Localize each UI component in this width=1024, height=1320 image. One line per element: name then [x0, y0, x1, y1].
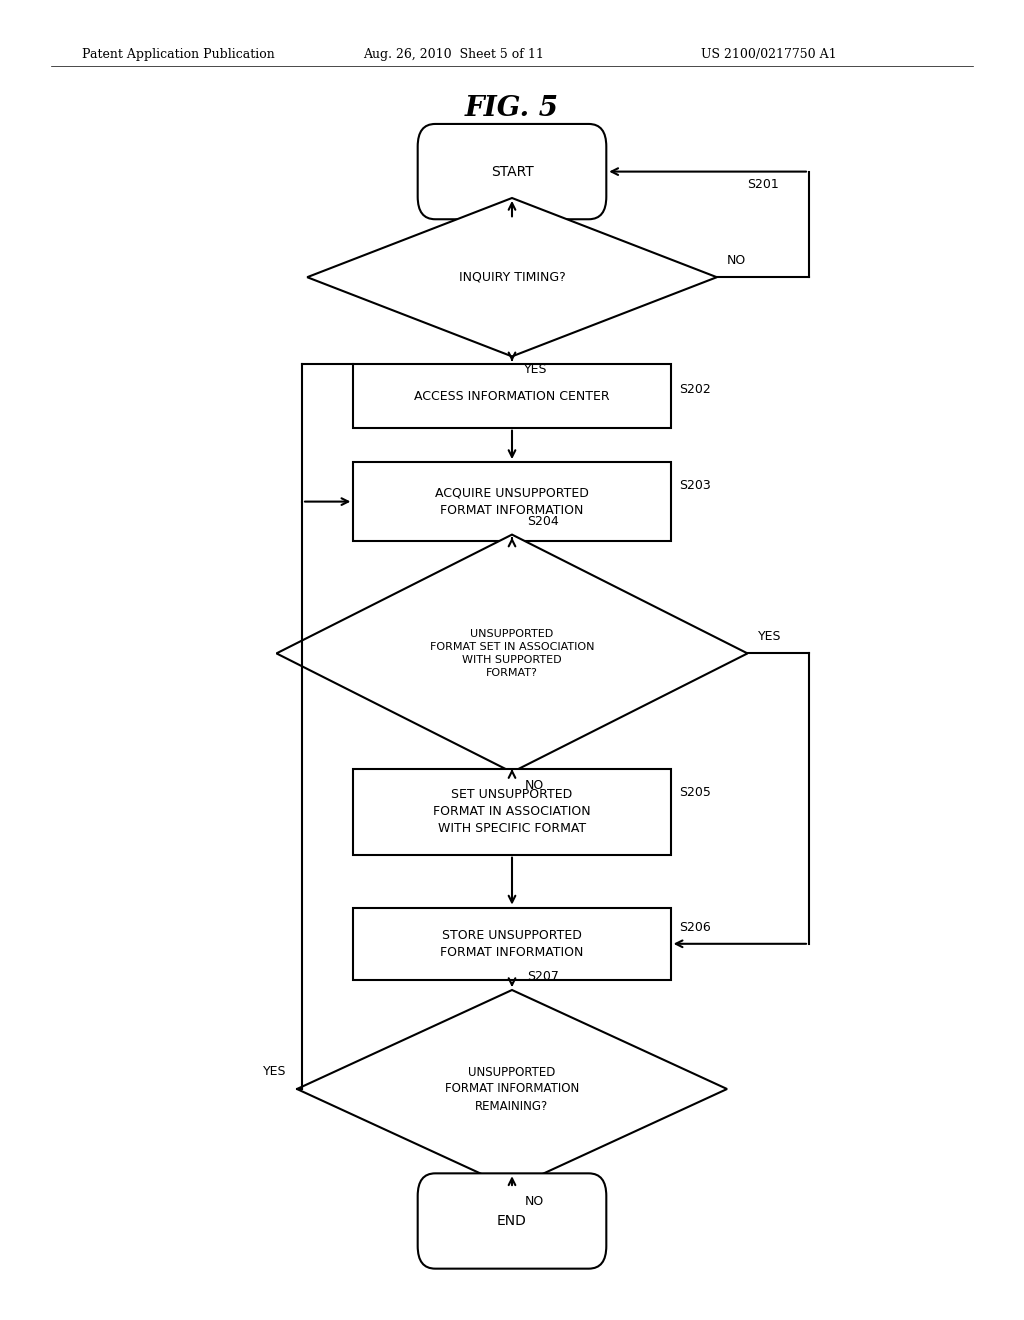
- Text: S202: S202: [679, 383, 711, 396]
- Text: S203: S203: [679, 479, 711, 492]
- Text: UNSUPPORTED
FORMAT INFORMATION
REMAINING?: UNSUPPORTED FORMAT INFORMATION REMAINING…: [444, 1065, 580, 1113]
- FancyBboxPatch shape: [418, 124, 606, 219]
- Text: S206: S206: [679, 921, 711, 935]
- Text: INQUIRY TIMING?: INQUIRY TIMING?: [459, 271, 565, 284]
- Text: NO: NO: [524, 1195, 544, 1208]
- Text: Patent Application Publication: Patent Application Publication: [82, 48, 274, 61]
- Text: S201: S201: [748, 178, 779, 191]
- Text: YES: YES: [263, 1065, 287, 1078]
- Bar: [353, 364, 671, 428]
- Text: NO: NO: [727, 253, 746, 267]
- Text: ACCESS INFORMATION CENTER: ACCESS INFORMATION CENTER: [414, 389, 610, 403]
- Text: ACQUIRE UNSUPPORTED
FORMAT INFORMATION: ACQUIRE UNSUPPORTED FORMAT INFORMATION: [435, 487, 589, 516]
- Bar: [353, 908, 671, 979]
- Bar: [353, 462, 671, 541]
- Polygon shape: [276, 535, 748, 772]
- FancyBboxPatch shape: [418, 1173, 606, 1269]
- Text: NO: NO: [524, 779, 544, 792]
- Text: Aug. 26, 2010  Sheet 5 of 11: Aug. 26, 2010 Sheet 5 of 11: [364, 48, 545, 61]
- Text: END: END: [497, 1214, 527, 1228]
- Polygon shape: [297, 990, 727, 1188]
- Text: S207: S207: [527, 970, 559, 983]
- Text: FIG. 5: FIG. 5: [465, 95, 559, 121]
- Text: YES: YES: [758, 630, 781, 643]
- Text: START: START: [490, 165, 534, 178]
- Text: S205: S205: [679, 785, 711, 799]
- Bar: [353, 768, 671, 855]
- Text: US 2100/0217750 A1: US 2100/0217750 A1: [701, 48, 837, 61]
- Polygon shape: [307, 198, 717, 356]
- Text: SET UNSUPPORTED
FORMAT IN ASSOCIATION
WITH SPECIFIC FORMAT: SET UNSUPPORTED FORMAT IN ASSOCIATION WI…: [433, 788, 591, 836]
- Text: UNSUPPORTED
FORMAT SET IN ASSOCIATION
WITH SUPPORTED
FORMAT?: UNSUPPORTED FORMAT SET IN ASSOCIATION WI…: [430, 628, 594, 678]
- Text: YES: YES: [524, 363, 548, 376]
- Text: STORE UNSUPPORTED
FORMAT INFORMATION: STORE UNSUPPORTED FORMAT INFORMATION: [440, 929, 584, 958]
- Text: S204: S204: [527, 515, 559, 528]
